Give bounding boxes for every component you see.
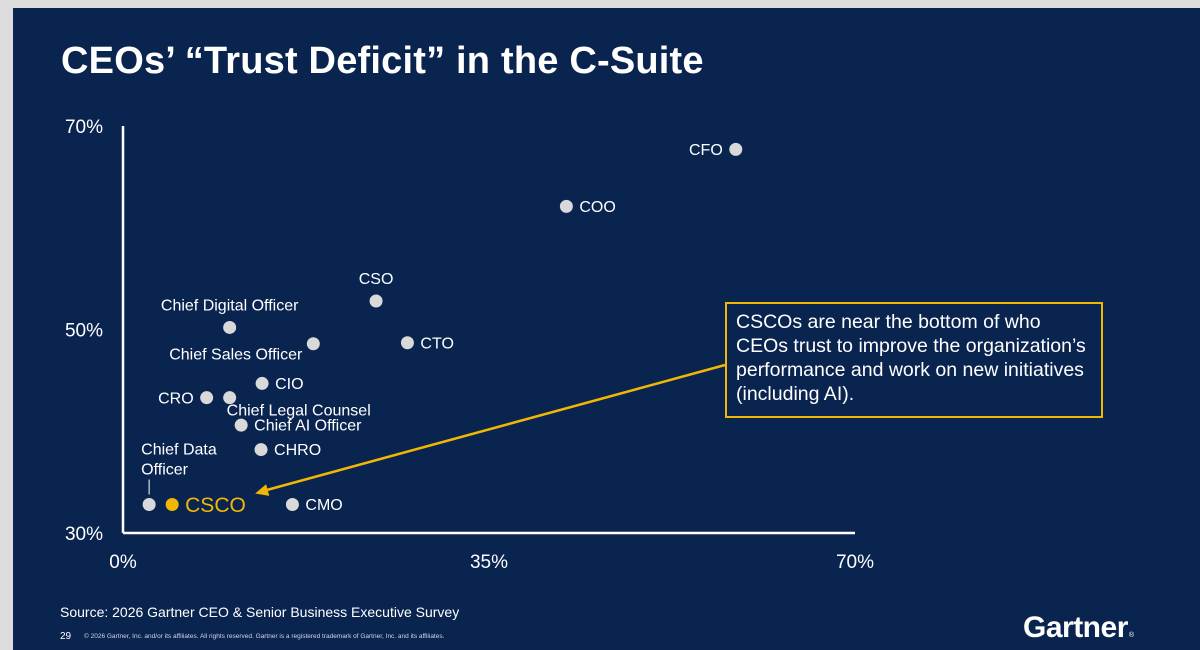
chart-axes: 30% 50% 70% 0% 35% 70% [65,117,874,573]
x-tick-label: 35% [470,552,508,573]
y-tick-label: 30% [65,524,103,545]
data-point-cro [200,391,214,405]
data-point-chief-sales-officer [306,337,320,351]
scatter-chart: 30% 50% 70% 0% 35% 70% CFO COO CSO Chief Digital… [65,117,874,573]
callout-arrow-head [255,484,270,496]
data-label-csco: CSCO [185,494,246,517]
data-label-cio: CIO [275,376,303,393]
data-label-chief-legal-counsel: Chief Legal Counsel [227,403,371,420]
data-label-chief-digital-officer: Chief Digital Officer [161,297,299,314]
data-point-coo [559,199,573,213]
x-tick-label: 0% [109,552,137,573]
data-label-cto: CTO [420,335,453,352]
data-point-chief-ai-officer [234,418,248,432]
data-point-cmo [285,498,299,512]
slide-title: CEOs’ “Trust Deficit” in the C-Suite [61,40,704,82]
data-point-cso [369,294,383,308]
data-label-coo: COO [579,199,615,216]
chart-points: CFO COO CSO Chief Digital Officer Chief Sale… [141,142,743,517]
logo-wordmark: Gartner [1023,611,1128,644]
registered-mark: ® [1128,632,1134,639]
data-label-cso: CSO [359,271,394,288]
data-point-cio [255,376,269,390]
slide: CEOs’ “Trust Deficit” in the C-Suite 30%… [13,8,1200,650]
data-point-cto [400,336,414,350]
data-point-chief-digital-officer [223,320,237,334]
page-number: 29 [60,631,72,642]
y-tick-label: 70% [65,117,103,138]
callout-arrow [255,363,726,496]
data-label-chief-data-officer: Chief Data Officer [141,442,217,479]
data-label-chief-ai-officer: Chief AI Officer [254,418,362,435]
data-label-chief-sales-officer: Chief Sales Officer [169,347,303,364]
data-label-cfo: CFO [689,142,723,159]
x-tick-label: 70% [836,552,874,573]
source-note: Source: 2026 Gartner CEO & Senior Busine… [60,604,460,620]
data-point-chief-data-officer [142,498,156,512]
data-point-cfo [729,142,743,156]
data-label-chro: CHRO [274,442,321,459]
data-point-chief-legal-counsel [223,391,237,405]
data-point-chro [254,443,268,457]
data-label-cro: CRO [158,390,194,407]
callout-arrow-line [262,363,726,493]
y-tick-label: 50% [65,321,103,342]
data-point-csco [165,498,179,512]
callout-box: CSCOs are near the bottom of who CEOs tr… [725,302,1103,418]
data-label-cmo: CMO [305,497,342,514]
copyright-notice: © 2026 Gartner, Inc. and/or its affiliat… [84,633,445,640]
gartner-logo: Gartner® [1023,611,1134,645]
